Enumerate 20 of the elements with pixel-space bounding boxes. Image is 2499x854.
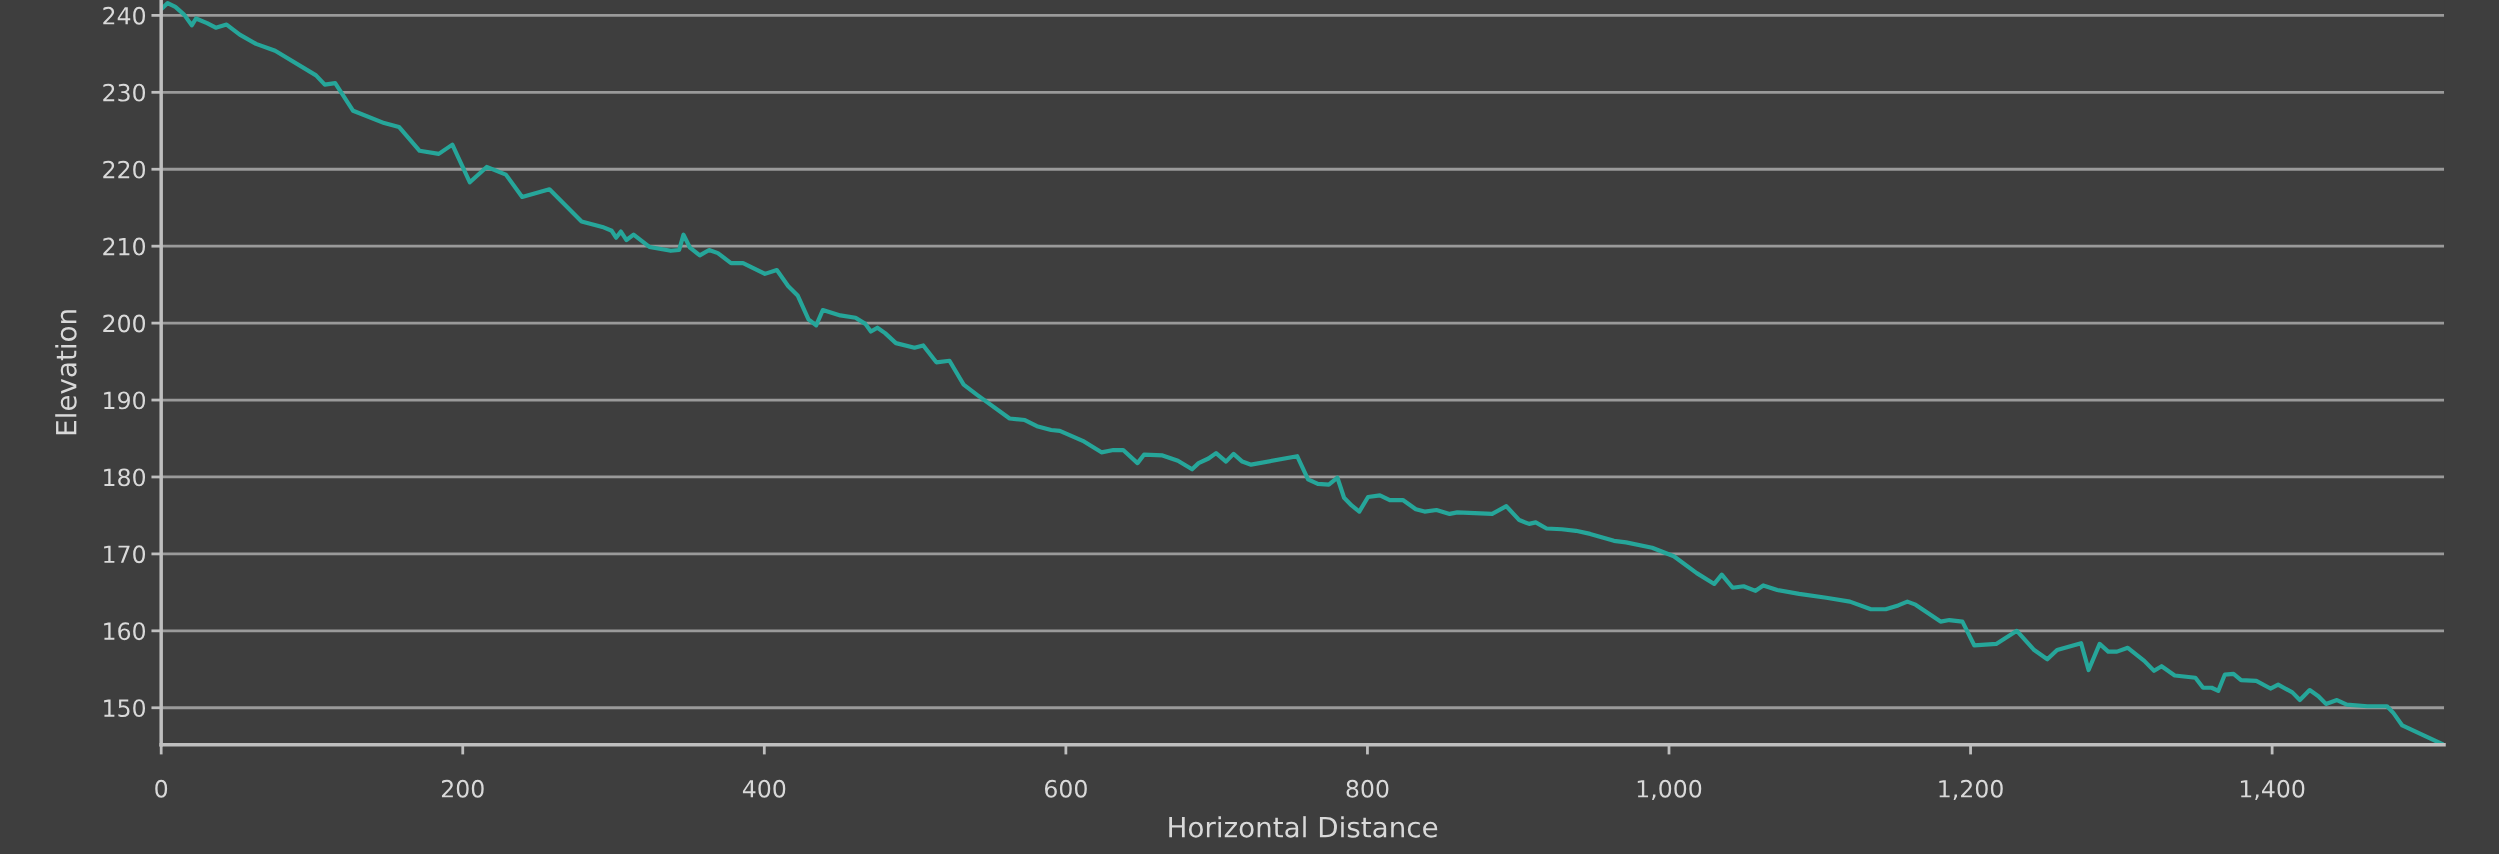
y-tick-label: 180 bbox=[104, 468, 146, 487]
x-tick-label: 600 bbox=[1044, 779, 1087, 798]
y-tick-label: 150 bbox=[104, 699, 146, 718]
x-axis-title: Horizontal Distance bbox=[1169, 816, 1438, 838]
x-tick-label: 400 bbox=[742, 779, 786, 798]
x-tick-label: 800 bbox=[1346, 779, 1389, 798]
x-tick-label: 1,200 bbox=[1939, 779, 2003, 801]
y-tick-label: 210 bbox=[103, 237, 146, 256]
x-tick-label: 0 bbox=[155, 779, 168, 798]
x-tick-label: 1,000 bbox=[1637, 779, 1702, 801]
y-tick-label: 230 bbox=[103, 83, 146, 102]
y-tick-label: 170 bbox=[104, 545, 146, 564]
x-tick-label: 200 bbox=[441, 779, 484, 798]
y-tick-label: 190 bbox=[104, 391, 146, 410]
x-tick-label: 1,400 bbox=[2240, 779, 2305, 801]
y-tick-label: 160 bbox=[104, 622, 146, 641]
y-tick-label: 240 bbox=[103, 6, 146, 25]
y-tick-label: 220 bbox=[103, 160, 146, 179]
y-axis-title: Elevation bbox=[55, 310, 77, 435]
y-tick-label: 200 bbox=[103, 314, 146, 333]
